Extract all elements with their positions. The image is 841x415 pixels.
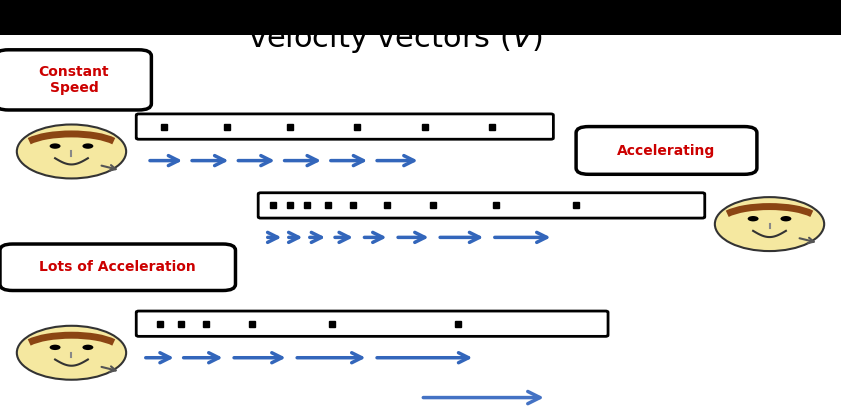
Circle shape (82, 143, 93, 149)
Circle shape (715, 197, 824, 251)
FancyBboxPatch shape (258, 193, 705, 218)
Bar (0, 0, 841, 35)
FancyBboxPatch shape (0, 244, 235, 290)
FancyBboxPatch shape (0, 50, 151, 110)
FancyBboxPatch shape (576, 127, 757, 174)
FancyBboxPatch shape (136, 114, 553, 139)
Circle shape (17, 326, 126, 380)
Circle shape (82, 344, 93, 350)
Text: velocity vectors ($\bar{V}$): velocity vectors ($\bar{V}$) (247, 18, 543, 56)
Text: Constant
Speed: Constant Speed (39, 65, 109, 95)
FancyBboxPatch shape (136, 311, 608, 336)
Circle shape (50, 143, 61, 149)
Circle shape (748, 216, 759, 221)
Text: Lots of Acceleration: Lots of Acceleration (40, 260, 196, 274)
Circle shape (50, 344, 61, 350)
Circle shape (780, 216, 791, 221)
Circle shape (17, 124, 126, 178)
Text: Accelerating: Accelerating (617, 144, 715, 158)
